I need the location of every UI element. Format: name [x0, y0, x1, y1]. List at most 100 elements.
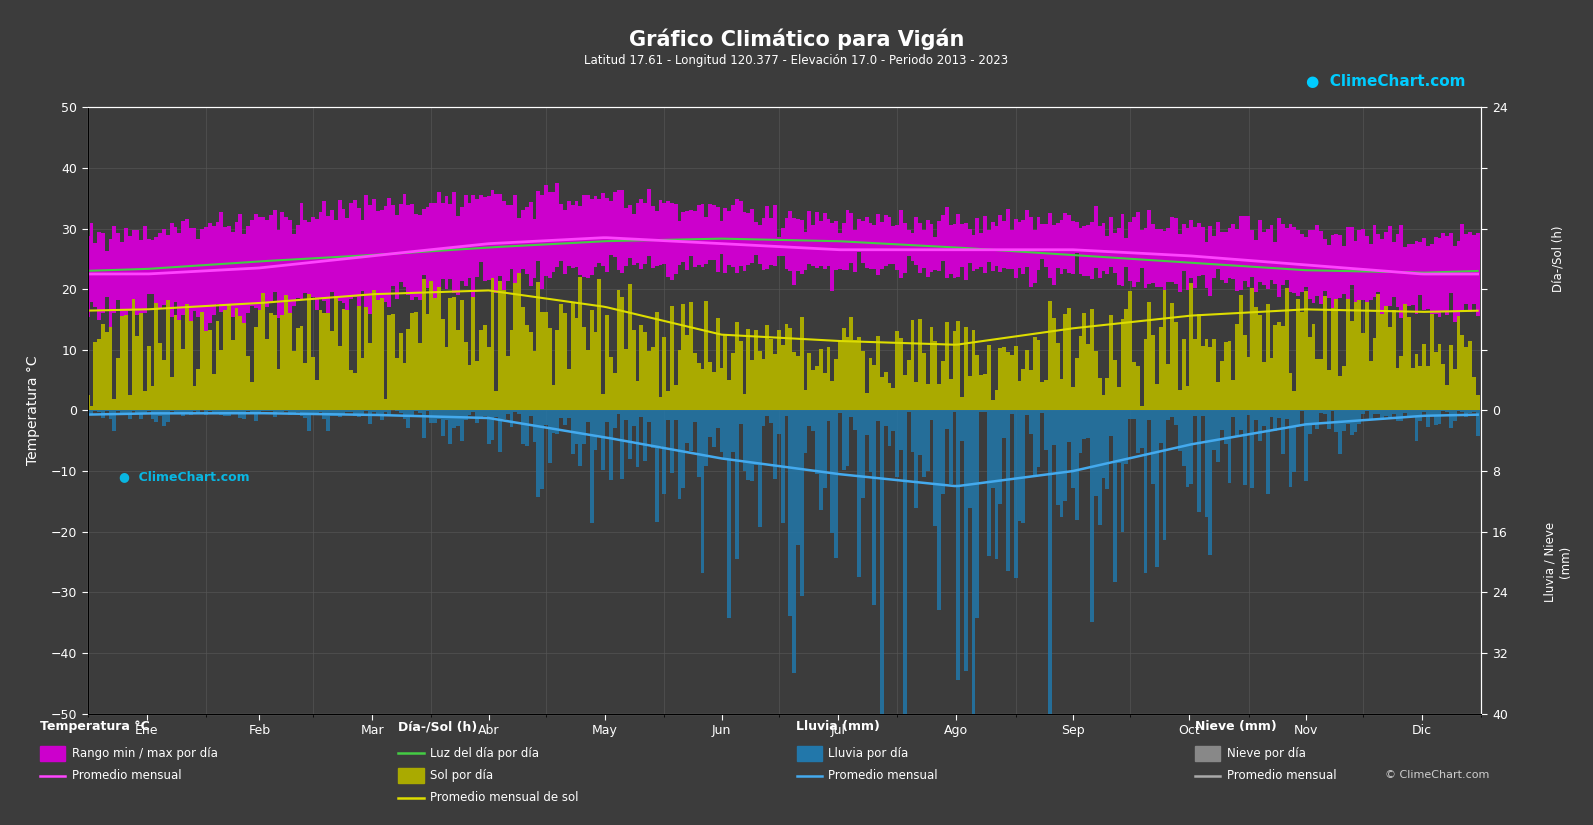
Bar — [162, 411, 166, 427]
Bar — [1152, 335, 1155, 411]
Bar — [196, 369, 201, 411]
Bar — [1278, 322, 1281, 411]
Bar — [671, 203, 674, 280]
Bar — [696, 205, 701, 266]
Bar — [253, 327, 258, 411]
Bar — [999, 347, 1002, 411]
Bar — [193, 228, 196, 311]
Bar — [628, 411, 632, 460]
Bar — [808, 411, 811, 426]
Text: Gráfico Climático para Vigán: Gráfico Climático para Vigán — [629, 29, 964, 50]
Bar — [1376, 294, 1380, 411]
Text: Lluvia / Nieve
(mm): Lluvia / Nieve (mm) — [1544, 522, 1572, 602]
Bar — [956, 321, 961, 411]
Bar — [1327, 370, 1330, 411]
Bar — [540, 196, 543, 290]
Bar — [422, 411, 425, 438]
Bar — [613, 411, 616, 428]
Bar — [162, 229, 166, 305]
Bar — [322, 313, 327, 411]
Bar — [854, 230, 857, 272]
Bar — [1002, 411, 1007, 438]
Bar — [1120, 319, 1125, 411]
Bar — [945, 411, 949, 429]
Bar — [119, 411, 124, 413]
Bar — [1418, 411, 1423, 421]
Bar — [507, 205, 510, 281]
Bar — [712, 372, 715, 411]
Bar — [548, 411, 551, 464]
Bar — [1158, 327, 1163, 411]
Bar — [1392, 411, 1395, 414]
Bar — [1343, 411, 1346, 431]
Bar — [693, 211, 696, 266]
Bar — [766, 206, 769, 269]
Bar — [1442, 365, 1445, 411]
Bar — [1171, 411, 1174, 417]
Bar — [1407, 411, 1411, 418]
Bar — [1228, 341, 1231, 411]
Bar — [1029, 217, 1032, 287]
Bar — [425, 411, 430, 412]
Bar — [876, 336, 879, 411]
Bar — [991, 411, 994, 488]
Bar — [215, 222, 220, 304]
Bar — [387, 198, 392, 307]
Bar — [838, 233, 841, 269]
Bar — [933, 411, 937, 526]
Bar — [231, 411, 234, 414]
Bar — [487, 411, 491, 445]
Bar — [758, 225, 761, 264]
Bar — [292, 351, 296, 411]
Bar — [209, 223, 212, 323]
Bar — [1456, 411, 1461, 412]
Bar — [1101, 224, 1106, 271]
Bar — [452, 297, 456, 411]
Bar — [464, 411, 468, 421]
Bar — [319, 411, 322, 412]
Bar — [1051, 224, 1056, 285]
Bar — [609, 411, 613, 480]
Bar — [827, 219, 830, 266]
Bar — [239, 214, 242, 316]
Bar — [479, 330, 483, 411]
Bar — [1209, 411, 1212, 555]
Bar — [846, 337, 849, 411]
Bar — [151, 411, 155, 419]
Bar — [605, 411, 609, 422]
Text: Latitud 17.61 - Longitud 120.377 - Elevación 17.0 - Periodo 2013 - 2023: Latitud 17.61 - Longitud 120.377 - Eleva… — [585, 54, 1008, 67]
Bar — [857, 411, 860, 577]
Bar — [666, 200, 671, 276]
Bar — [1258, 315, 1262, 411]
Bar — [816, 411, 819, 474]
Bar — [1368, 243, 1373, 299]
Bar — [652, 206, 655, 268]
Bar — [403, 363, 406, 411]
Bar — [972, 235, 975, 271]
Bar — [97, 232, 100, 320]
Bar — [1114, 411, 1117, 582]
Bar — [330, 210, 335, 292]
Bar — [1026, 411, 1029, 415]
Bar — [1212, 339, 1215, 411]
Bar — [761, 359, 766, 411]
Bar — [658, 411, 663, 446]
Bar — [1365, 277, 1368, 411]
Bar — [781, 345, 785, 411]
Bar — [926, 219, 930, 277]
Bar — [991, 222, 994, 271]
Bar — [518, 270, 521, 411]
Bar — [116, 358, 119, 411]
Bar — [1437, 238, 1442, 317]
Bar — [1349, 411, 1354, 436]
Bar — [151, 386, 155, 411]
Bar — [731, 411, 734, 452]
Bar — [258, 217, 261, 310]
Bar — [532, 411, 537, 441]
Bar — [991, 399, 994, 411]
Bar — [1185, 229, 1190, 290]
Bar — [868, 223, 873, 270]
Bar — [994, 226, 999, 266]
Bar — [734, 199, 739, 273]
Bar — [761, 411, 766, 426]
